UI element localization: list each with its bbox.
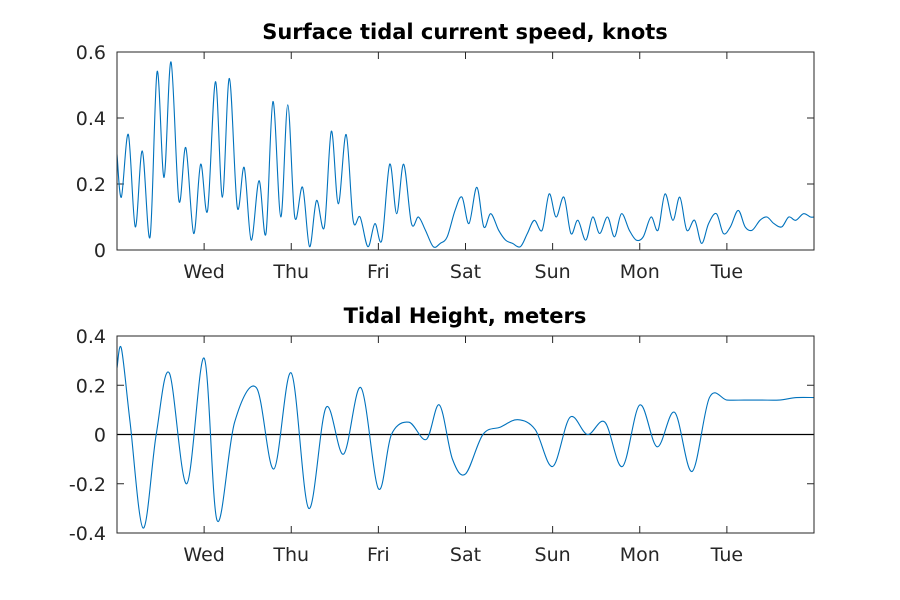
tidal-height-xtick-label: Thu [272, 544, 309, 566]
tidal-height-ytick-label: -0.2 [69, 474, 106, 496]
tidal-height-ytick-label: -0.4 [69, 523, 106, 545]
tidal-height-xtick-label: Sun [535, 544, 571, 566]
tidal-height-frame [116, 335, 815, 534]
current-speed-ytick-label: 0.6 [76, 42, 106, 64]
current-speed-title: Surface tidal current speed, knots [262, 20, 668, 44]
tidal-height-xtick-label: Tue [710, 544, 743, 566]
tidal-height-title: Tidal Height, meters [344, 304, 587, 328]
tidal-height-marks: -0.4 -0.2 0 0.2 0.4 Wed Thu Fri Sat Sun Mon Tue [69, 326, 815, 566]
current-speed-xtick-label: Fri [367, 261, 390, 283]
tidal-height-ytick-label: 0.2 [76, 375, 106, 397]
current-speed-ytick-label: 0.4 [76, 108, 106, 130]
current-speed-marks: 0 0.2 0.4 0.6 Wed Thu Fri Sat Sun Mon Tue [76, 42, 815, 283]
tidal-height-xtick-label: Fri [367, 544, 390, 566]
current-speed-ytick-label: 0 [94, 240, 106, 262]
current-speed-series-line [116, 61, 815, 248]
tidal-height-ytick-label: 0.4 [76, 326, 106, 348]
current-speed-frame [116, 51, 815, 251]
current-speed-panel: Surface tidal current speed, knots 00.20… [76, 20, 815, 283]
current-speed-xtick-label: Sat [450, 261, 481, 283]
tidal-height-ytick-label: 0 [94, 425, 106, 447]
current-speed-ytick-label: 0.2 [76, 174, 106, 196]
tidal-height-xtick-label: Wed [183, 544, 224, 566]
tidal-height-xtick-label: Sat [450, 544, 481, 566]
tidal-height-xtick-label: Mon [620, 544, 660, 566]
current-speed-xtick-label: Mon [620, 261, 660, 283]
current-speed-xtick-label: Tue [710, 261, 743, 283]
current-speed-xtick-label: Wed [183, 261, 224, 283]
current-speed-xtick-label: Thu [272, 261, 309, 283]
tidal-height-series-line [116, 345, 815, 529]
current-speed-xtick-label: Sun [535, 261, 571, 283]
tidal-height-panel: Tidal Height, meters -0.4 -0.2 0 0.2 0.4 Wed T… [69, 304, 815, 566]
